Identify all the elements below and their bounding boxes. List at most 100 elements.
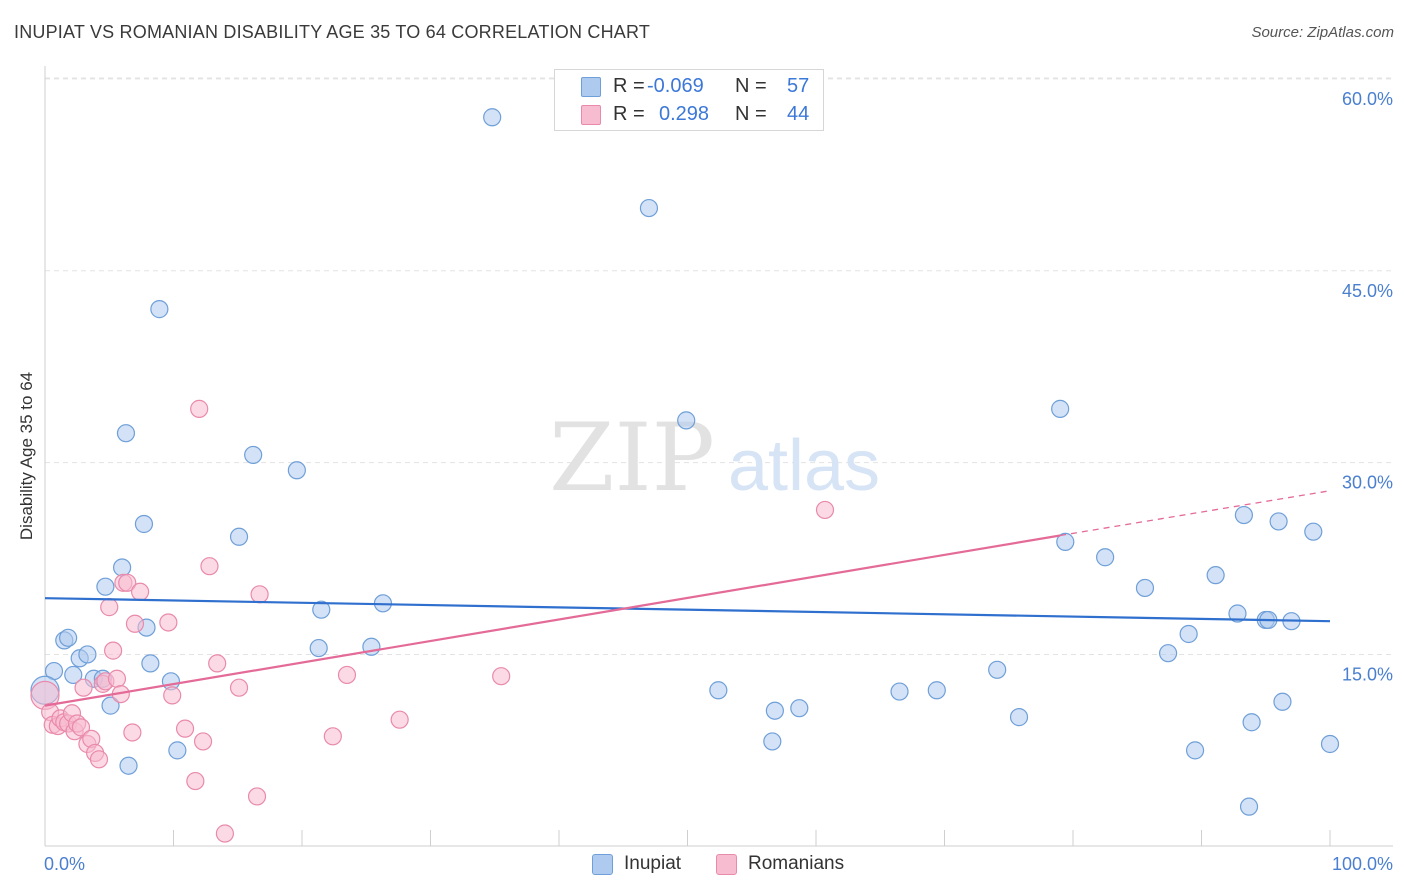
romanians-point	[492, 667, 511, 686]
r-label: R =	[613, 103, 645, 125]
inupiat-point	[1056, 532, 1075, 551]
inupiat-point	[59, 628, 78, 647]
n-label: N =	[735, 75, 767, 97]
watermark: ZIP atlas	[549, 404, 880, 513]
inupiat-point	[78, 645, 97, 664]
inupiat-point	[64, 665, 83, 685]
inupiat-point	[229, 527, 249, 546]
inupiat-point	[116, 424, 136, 443]
inupiat-point	[1273, 692, 1292, 711]
inupiat-point	[1234, 505, 1254, 525]
inupiat-point	[101, 696, 120, 715]
inupiat-point	[309, 638, 328, 658]
x-tick-label: 100.0%	[1332, 854, 1393, 874]
inupiat-point	[890, 682, 909, 701]
swatch-inupiat	[592, 854, 613, 875]
inupiat-point	[1239, 797, 1259, 816]
inupiat-point	[763, 732, 782, 751]
inupiat-point	[141, 654, 160, 673]
r-label: R =	[613, 75, 645, 97]
axes-layer	[44, 66, 1393, 847]
inupiat-point	[1269, 512, 1288, 531]
romanians-point	[74, 678, 93, 697]
watermark-atlas: atlas	[728, 426, 880, 506]
romanians-point	[163, 686, 182, 705]
y-axis-label: Disability Age 35 to 64	[17, 371, 36, 541]
inupiat-point	[112, 558, 132, 577]
romanians-point	[229, 678, 249, 697]
inupiat-point	[765, 701, 784, 720]
chart-title: INUPIAT VS ROMANIAN DISABILITY AGE 35 TO…	[14, 22, 651, 42]
inupiat-point	[1320, 734, 1340, 754]
inupiat-point	[1179, 624, 1198, 644]
inupiat-point	[709, 681, 728, 700]
romanians-point	[159, 613, 178, 632]
inupiat-point	[677, 411, 696, 430]
x-tick-label: 0.0%	[44, 854, 85, 874]
r-value-inupiat: -0.069	[647, 75, 704, 97]
romanians-point	[118, 573, 137, 592]
points-layer	[30, 108, 1340, 843]
inupiat-point	[1228, 604, 1247, 623]
r-value-romanians: 0.298	[659, 103, 710, 125]
inupiat-trend-line	[44, 597, 1331, 623]
inupiat-point	[639, 198, 659, 218]
legend-label-inupiat: Inupiat	[624, 853, 682, 874]
swatch-romanians	[716, 854, 737, 875]
inupiat-point	[1158, 644, 1178, 663]
inupiat-point	[244, 445, 263, 465]
inupiat-point	[168, 741, 187, 760]
n-value-inupiat: 57	[787, 75, 810, 97]
source-credit: Source: ZipAtlas.com	[1251, 24, 1394, 41]
romanians-point	[186, 771, 205, 791]
inupiat-point	[1242, 713, 1261, 732]
romanians-point	[215, 824, 234, 843]
y-tick-label: 30.0%	[1342, 473, 1393, 493]
romanians-point	[193, 732, 213, 751]
inupiat-point	[119, 756, 138, 775]
inupiat-point	[1135, 578, 1155, 598]
romanians-point	[208, 654, 227, 673]
y-tick-label: 15.0%	[1342, 664, 1393, 684]
swatch-inupiat	[581, 77, 601, 97]
inupiat-point	[312, 600, 331, 619]
romanians-point	[125, 614, 145, 633]
romanians-point	[123, 723, 142, 742]
inupiat-point	[96, 577, 115, 596]
tick-label-layer: 15.0% 30.0% 45.0% 60.0% 0.0% 100.0%	[44, 89, 1393, 874]
inupiat-point	[790, 699, 809, 718]
inupiat-point	[150, 300, 169, 319]
romanians-trend-line	[44, 534, 1061, 707]
grid-layer	[45, 77, 1393, 655]
inupiat-point	[1051, 399, 1070, 418]
romanians-point	[175, 719, 195, 738]
inupiat-point	[1206, 566, 1225, 585]
romanians-point	[71, 718, 91, 737]
y-tick-label: 45.0%	[1342, 281, 1393, 301]
swatch-romanians	[581, 105, 601, 125]
romanians-point	[89, 750, 109, 769]
inupiat-point	[483, 108, 502, 127]
y-tick-label: 60.0%	[1342, 89, 1393, 109]
n-label: N =	[735, 103, 767, 125]
romanians-point	[107, 669, 127, 688]
trend-layer	[44, 490, 1331, 707]
romanians-point	[815, 500, 835, 520]
inupiat-point	[1185, 741, 1205, 760]
inupiat-point	[927, 681, 946, 700]
romanians-point	[250, 585, 269, 604]
series-legend: Inupiat Romanians	[0, 852, 1406, 878]
inupiat-point	[134, 514, 154, 534]
legend-label-romanians: Romanians	[748, 853, 845, 874]
inupiat-point	[1304, 522, 1323, 541]
romanians-point	[200, 557, 219, 576]
romanians-trend-extension	[1060, 490, 1331, 537]
romanians-point	[130, 582, 150, 601]
inupiat-point	[988, 660, 1007, 679]
romanians-point	[190, 399, 209, 418]
inupiat-point	[1009, 708, 1029, 727]
n-value-romanians: 44	[787, 103, 810, 125]
romanians-point	[323, 727, 342, 746]
romanians-point	[390, 710, 409, 729]
correlation-legend: R = -0.069 N = 57 R = 0.298 N = 44	[554, 69, 824, 131]
